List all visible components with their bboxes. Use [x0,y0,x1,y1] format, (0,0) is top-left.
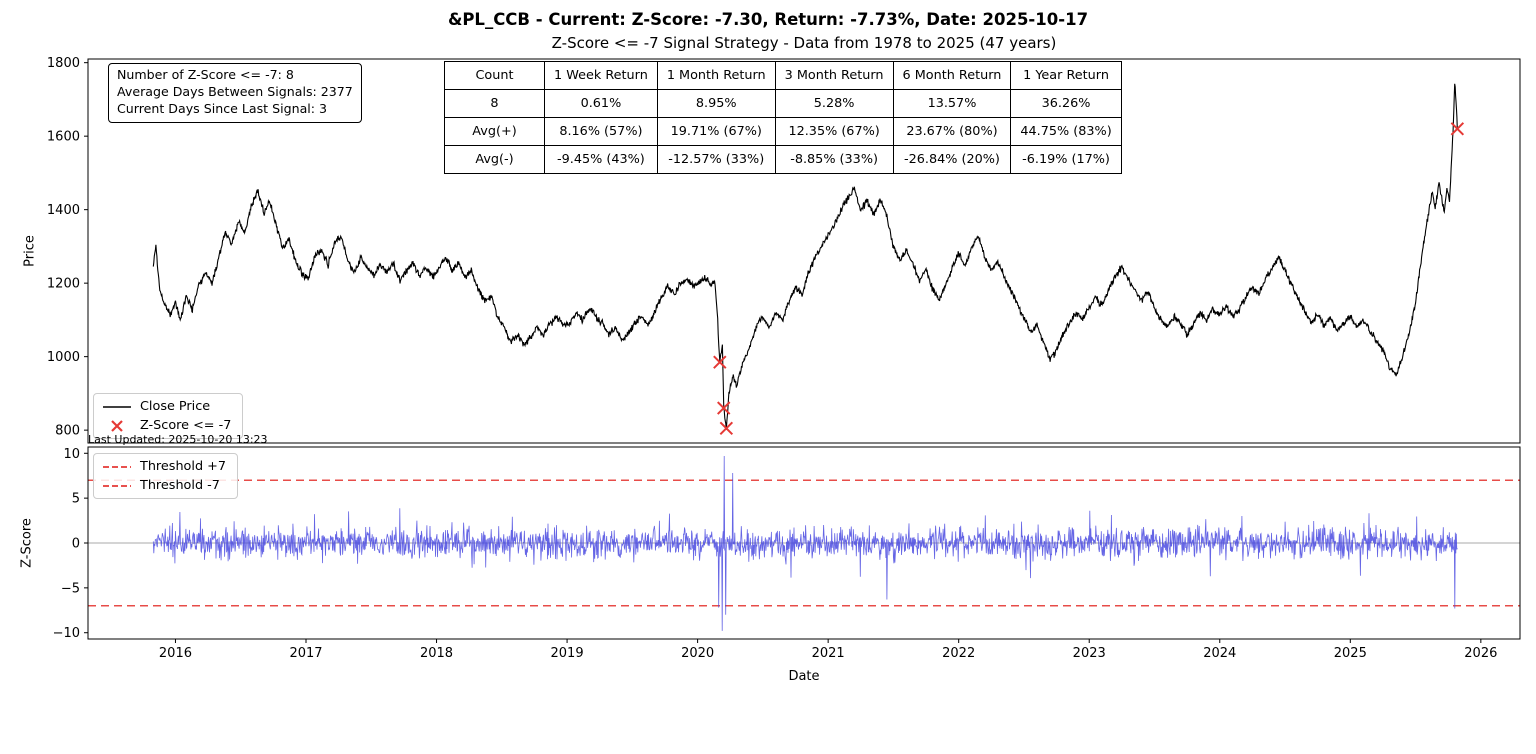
legend-item-threshold-minus: Threshold -7 [101,478,226,493]
price-plot-area [152,83,1458,430]
table-header-row: Count 1 Week Return 1 Month Return 3 Month … [444,61,1122,90]
days-since-line: Current Days Since Last Signal: 3 [117,100,328,116]
zscore-legend: Threshold +7 Threshold -7 [93,453,238,499]
price-axis-label: Price [22,235,38,267]
price-panel-border [87,58,1521,444]
table-cell: Avg(-) [444,145,545,174]
table-cell: 0.61% [544,89,658,118]
tick-label: 1600 [47,130,80,145]
tick-label: 2019 [551,646,584,661]
returns-table: Count 1 Week Return 1 Month Return 3 Month … [444,61,1122,174]
chart-subtitle: Z-Score <= -7 Signal Strategy - Data fro… [551,34,1057,52]
close-price-line-icon [103,405,131,408]
tick-label: 2023 [1073,646,1106,661]
threshold-plus-dash-icon [103,465,131,468]
tick-label: 2022 [942,646,975,661]
table-cell: 5.28% [774,89,894,118]
legend-item-zscore-signal: Z-Score <= -7 [101,418,231,433]
tick-label: 2016 [159,646,192,661]
table-cell: -6.19% (17%) [1010,145,1122,174]
table-row: 8 0.61% 8.95% 5.28% 13.57% 36.26% [444,89,1122,118]
tick-label: 2021 [812,646,845,661]
table-cell: 12.35% (67%) [774,117,894,146]
tick-label: 1400 [47,203,80,218]
tick-label: 1200 [47,277,80,292]
tick-label: 1000 [47,350,80,365]
tick-label: 1800 [47,56,80,71]
tick-label: 2018 [420,646,453,661]
tick-label: 2026 [1464,646,1497,661]
signal-count-line: Number of Z-Score <= -7: 8 [117,67,294,82]
legend-item-threshold-plus: Threshold +7 [101,459,226,474]
table-cell: 13.57% [892,89,1012,118]
avg-days-line: Average Days Between Signals: 2377 [117,83,353,99]
table-cell: 36.26% [1010,89,1122,118]
signal-stats-box: Number of Z-Score <= -7: 8 Average Days … [108,63,362,123]
table-header-cell: Count [444,61,545,90]
signal-x-marker [713,355,727,369]
table-header-cell: 1 Month Return [656,61,776,90]
price-legend: Close Price Z-Score <= -7 [93,393,244,439]
legend-item-close-price: Close Price [101,399,231,414]
table-row: Avg(+) 8.16% (57%) 19.71% (67%) 12.35% (67%… [444,117,1122,146]
tick-label: 10 [63,447,80,462]
tick-label: 2025 [1334,646,1367,661]
zscore-plot-area [88,455,1520,631]
signal-markers [713,122,1465,436]
table-cell: 8.95% [656,89,776,118]
table-cell: -8.85% (33%) [774,145,894,174]
last-updated-text: Last Updated: 2025-10-20 13:23 [88,433,268,446]
table-header-cell: 1 Year Return [1010,61,1122,90]
threshold-minus-dash-icon [103,484,131,487]
table-header-cell: 3 Month Return [774,61,894,90]
date-axis-label: Date [788,669,820,684]
table-cell: Avg(+) [444,117,545,146]
tick-label: 0 [72,537,80,552]
table-cell: -26.84% (20%) [892,145,1012,174]
legend-label-threshold-plus: Threshold +7 [140,459,226,474]
table-cell: 8 [444,89,545,118]
close-price-line [152,83,1458,430]
zscore-line [152,455,1458,631]
tick-label: −10 [53,626,80,641]
signal-x-marker [719,421,734,436]
tick-label: 5 [72,492,80,507]
table-cell: -9.45% (43%) [544,145,658,174]
table-header-cell: 1 Week Return [544,61,658,90]
table-cell: 8.16% (57%) [544,117,658,146]
table-cell: 23.67% (80%) [892,117,1012,146]
tick-label: 800 [55,424,80,439]
table-header-cell: 6 Month Return [892,61,1012,90]
zscore-axis-label: Z-Score [19,518,35,568]
tick-label: −5 [61,581,80,596]
legend-label-zscore-signal: Z-Score <= -7 [140,418,232,433]
table-cell: -12.57% (33%) [656,145,776,174]
legend-label-close-price: Close Price [140,399,211,414]
table-cell: 19.71% (67%) [656,117,776,146]
signal-x-marker [717,401,731,415]
tick-label: 2020 [681,646,714,661]
table-cell: 44.75% (83%) [1010,117,1122,146]
signal-x-icon [111,419,123,432]
tick-label: 2017 [289,646,322,661]
legend-label-threshold-minus: Threshold -7 [140,478,220,493]
signal-x-marker [1450,122,1465,136]
tick-label: 2024 [1203,646,1236,661]
axes: 800 1000 1200 1400 1600 1800 −10 −5 0 5 10 2016 2017… [47,56,1521,661]
chart-title: &PL_CCB - Current: Z-Score: -7.30, Retur… [447,10,1089,29]
table-row: Avg(-) -9.45% (43%) -12.57% (33%) -8.85% (3… [444,145,1122,174]
